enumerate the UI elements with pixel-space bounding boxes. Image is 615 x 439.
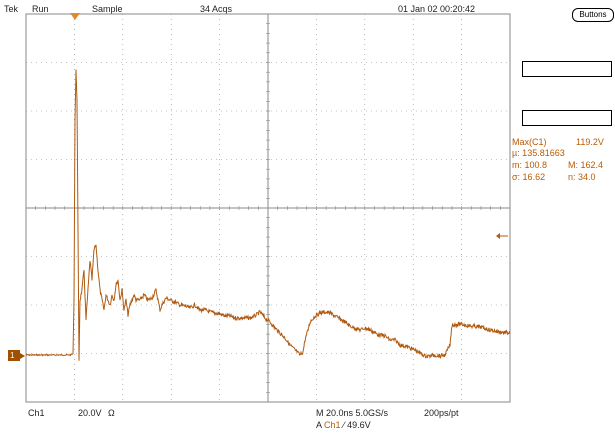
trigger-level-arrow-icon bbox=[496, 233, 500, 239]
trigger-readout[interactable]: A Ch1 ⁄ 49.6V bbox=[316, 420, 371, 430]
trigger-position-icon[interactable] bbox=[70, 13, 80, 20]
buttons-button[interactable]: Buttons bbox=[572, 8, 614, 22]
measure-count: n: 34.0 bbox=[568, 172, 596, 182]
brand-label: Tek bbox=[4, 4, 19, 14]
trigger-level: 49.6V bbox=[347, 420, 371, 430]
volts-per-div[interactable]: 20.0V bbox=[78, 408, 102, 418]
trigger-prefix: A bbox=[316, 420, 322, 430]
channel1-marker-label: 1 bbox=[10, 351, 15, 360]
run-status: Run bbox=[32, 4, 49, 14]
trigger-slope-icon: ⁄ bbox=[343, 420, 345, 430]
measurement-box-2[interactable] bbox=[522, 110, 612, 126]
record-resolution: 200ps/pt bbox=[424, 408, 459, 418]
impedance-label: Ω bbox=[108, 408, 115, 418]
trigger-channel: Ch1 bbox=[324, 420, 341, 430]
measure-min: m: 100.8 bbox=[512, 160, 548, 170]
date-time: 01 Jan 02 00:20:42 bbox=[398, 4, 476, 14]
measure-sigma: σ: 16.62 bbox=[512, 172, 546, 182]
channel1-ground-marker[interactable]: 1 bbox=[8, 350, 25, 361]
acquisition-count: 34 Acqs bbox=[200, 4, 233, 14]
acquisition-mode: Sample bbox=[92, 4, 123, 14]
measurement-box-1[interactable] bbox=[522, 61, 612, 77]
measure-max: M: 162.4 bbox=[568, 160, 604, 170]
channel1-trace bbox=[25, 69, 511, 361]
measure-mean: µ: 135.81663 bbox=[512, 148, 565, 158]
measure-value: 119.2V bbox=[576, 137, 604, 147]
timebase-label[interactable]: M 20.0ns 5.0GS/s bbox=[316, 408, 389, 418]
measure-name: Max(C1) bbox=[512, 137, 547, 147]
graticule-grid bbox=[25, 13, 511, 403]
channel-label[interactable]: Ch1 bbox=[28, 408, 45, 418]
